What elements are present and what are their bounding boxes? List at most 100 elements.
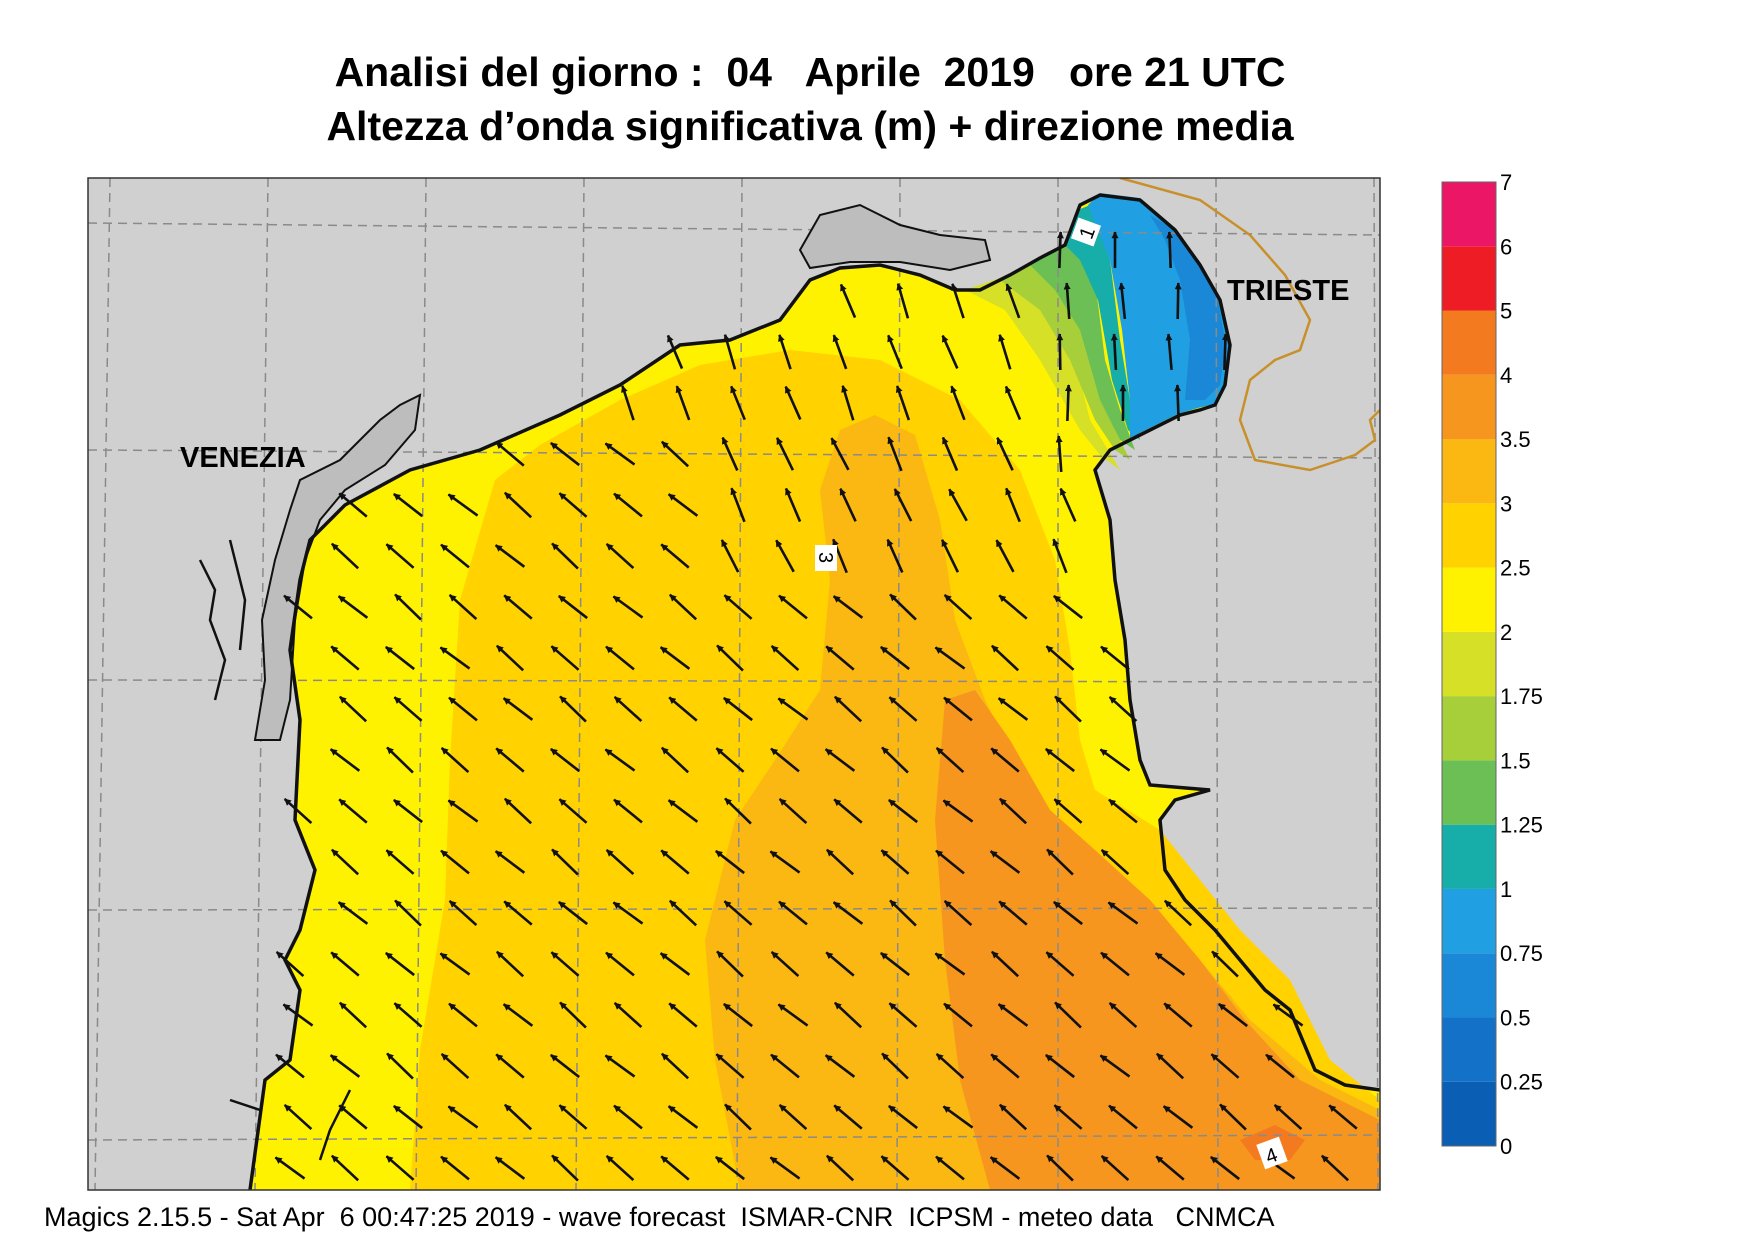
direction-arrow xyxy=(715,747,745,773)
colorbar-tick-label: 0.75 xyxy=(1500,941,1543,966)
band-1.75-2 xyxy=(965,245,1120,470)
colorbar-band xyxy=(1442,439,1496,504)
direction-arrow xyxy=(660,440,690,468)
direction-arrow xyxy=(551,1154,579,1182)
direction-arrow xyxy=(778,900,808,926)
direction-arrow xyxy=(338,1001,368,1029)
direction-arrow xyxy=(825,1154,855,1182)
direction-arrow xyxy=(715,1155,745,1181)
direction-arrow xyxy=(716,950,744,978)
colorbar-tick-label: 7 xyxy=(1500,170,1512,195)
coastline-lagoon-islands xyxy=(198,539,352,1161)
direction-arrow xyxy=(329,1054,361,1078)
direction-arrow xyxy=(943,593,973,621)
direction-arrow xyxy=(825,645,855,671)
direction-arrow xyxy=(889,899,917,927)
direction-arrow xyxy=(724,1103,752,1131)
direction-arrow xyxy=(660,849,690,875)
direction-arrow xyxy=(330,645,360,671)
direction-arrow xyxy=(784,487,802,523)
direction-arrow xyxy=(668,899,698,927)
map-title-line-2: Altezza d’onda significativa (m) + direz… xyxy=(326,103,1294,149)
direction-arrow xyxy=(1210,1053,1240,1079)
colorbar-band xyxy=(1442,824,1496,889)
direction-arrow xyxy=(338,1104,368,1130)
direction-arrow xyxy=(659,646,691,670)
direction-arrow xyxy=(551,848,579,876)
direction-arrow xyxy=(667,493,699,517)
direction-arrow xyxy=(989,1156,1021,1180)
direction-arrow xyxy=(887,436,903,472)
direction-arrow xyxy=(282,1003,314,1027)
direction-arrow xyxy=(1163,899,1193,927)
direction-arrow xyxy=(942,1105,974,1129)
direction-arrow xyxy=(1053,798,1083,824)
direction-arrow xyxy=(1118,282,1127,320)
colorbar-tick-label: 0.5 xyxy=(1500,1005,1531,1030)
direction-arrow xyxy=(604,442,636,466)
direction-arrow xyxy=(275,950,305,978)
direction-arrow xyxy=(337,595,369,619)
direction-arrow xyxy=(613,1001,643,1029)
direction-arrow xyxy=(666,334,684,370)
direction-arrow xyxy=(558,798,588,824)
direction-arrow xyxy=(394,593,422,621)
direction-arrow xyxy=(660,1155,690,1181)
direction-arrow xyxy=(394,899,422,927)
direction-arrow xyxy=(503,1103,533,1131)
direction-arrow xyxy=(393,492,423,518)
direction-arrow xyxy=(998,334,1012,370)
direction-arrow xyxy=(283,594,313,620)
graticule xyxy=(88,178,1380,1190)
direction-arrow xyxy=(1166,231,1174,269)
coastline xyxy=(248,193,1380,1190)
direction-arrow xyxy=(1211,950,1239,978)
direction-arrow xyxy=(990,950,1020,978)
direction-arrow xyxy=(503,594,533,620)
footer-credits: Magics 2.15.5 - Sat Apr 6 00:47:25 2019 … xyxy=(44,1202,1275,1232)
direction-arrow xyxy=(330,1154,360,1182)
direction-arrow xyxy=(730,385,746,421)
direction-arrow xyxy=(833,695,863,723)
direction-arrow xyxy=(338,798,368,824)
direction-arrow xyxy=(1162,1105,1194,1129)
direction-arrow xyxy=(329,748,361,772)
direction-arrow xyxy=(998,797,1028,825)
direction-arrow xyxy=(439,646,471,670)
direction-arrow xyxy=(550,747,580,773)
band-1.5-1.75 xyxy=(1000,240,1130,460)
direction-arrow xyxy=(770,747,800,773)
direction-arrow xyxy=(777,1003,809,1027)
direction-arrow xyxy=(825,848,855,876)
contour-label-1: 1 xyxy=(1070,217,1102,247)
direction-arrow xyxy=(934,646,966,670)
direction-arrow xyxy=(550,645,580,671)
direction-arrow xyxy=(889,593,917,621)
direction-arrow xyxy=(777,697,809,721)
svg-text:3: 3 xyxy=(814,552,836,563)
direction-arrow xyxy=(1064,384,1072,422)
direction-arrow xyxy=(502,1003,534,1027)
direction-arrow xyxy=(1045,747,1075,773)
direction-arrow xyxy=(439,952,471,976)
direction-arrow xyxy=(440,849,470,875)
colorbar-tick-label: 6 xyxy=(1500,234,1512,259)
direction-arrow xyxy=(440,1155,470,1181)
direction-arrow xyxy=(1218,1002,1248,1028)
direction-arrow xyxy=(895,385,911,421)
border-line xyxy=(1119,178,1380,472)
direction-arrow xyxy=(604,1054,636,1078)
direction-arrow xyxy=(832,901,864,925)
direction-arrow xyxy=(948,488,968,522)
colorbar-band xyxy=(1442,953,1496,1018)
direction-arrow xyxy=(1108,1001,1138,1029)
direction-arrow xyxy=(724,797,752,825)
direction-arrow xyxy=(283,797,313,825)
colorbar-band xyxy=(1442,246,1496,311)
direction-arrow xyxy=(888,1104,918,1130)
colorbar-frame xyxy=(1441,181,1497,1147)
direction-arrow xyxy=(660,1052,690,1080)
colorbar-tick-label: 1.25 xyxy=(1500,813,1543,838)
direction-arrow xyxy=(832,595,864,619)
direction-arrow xyxy=(1055,435,1063,473)
